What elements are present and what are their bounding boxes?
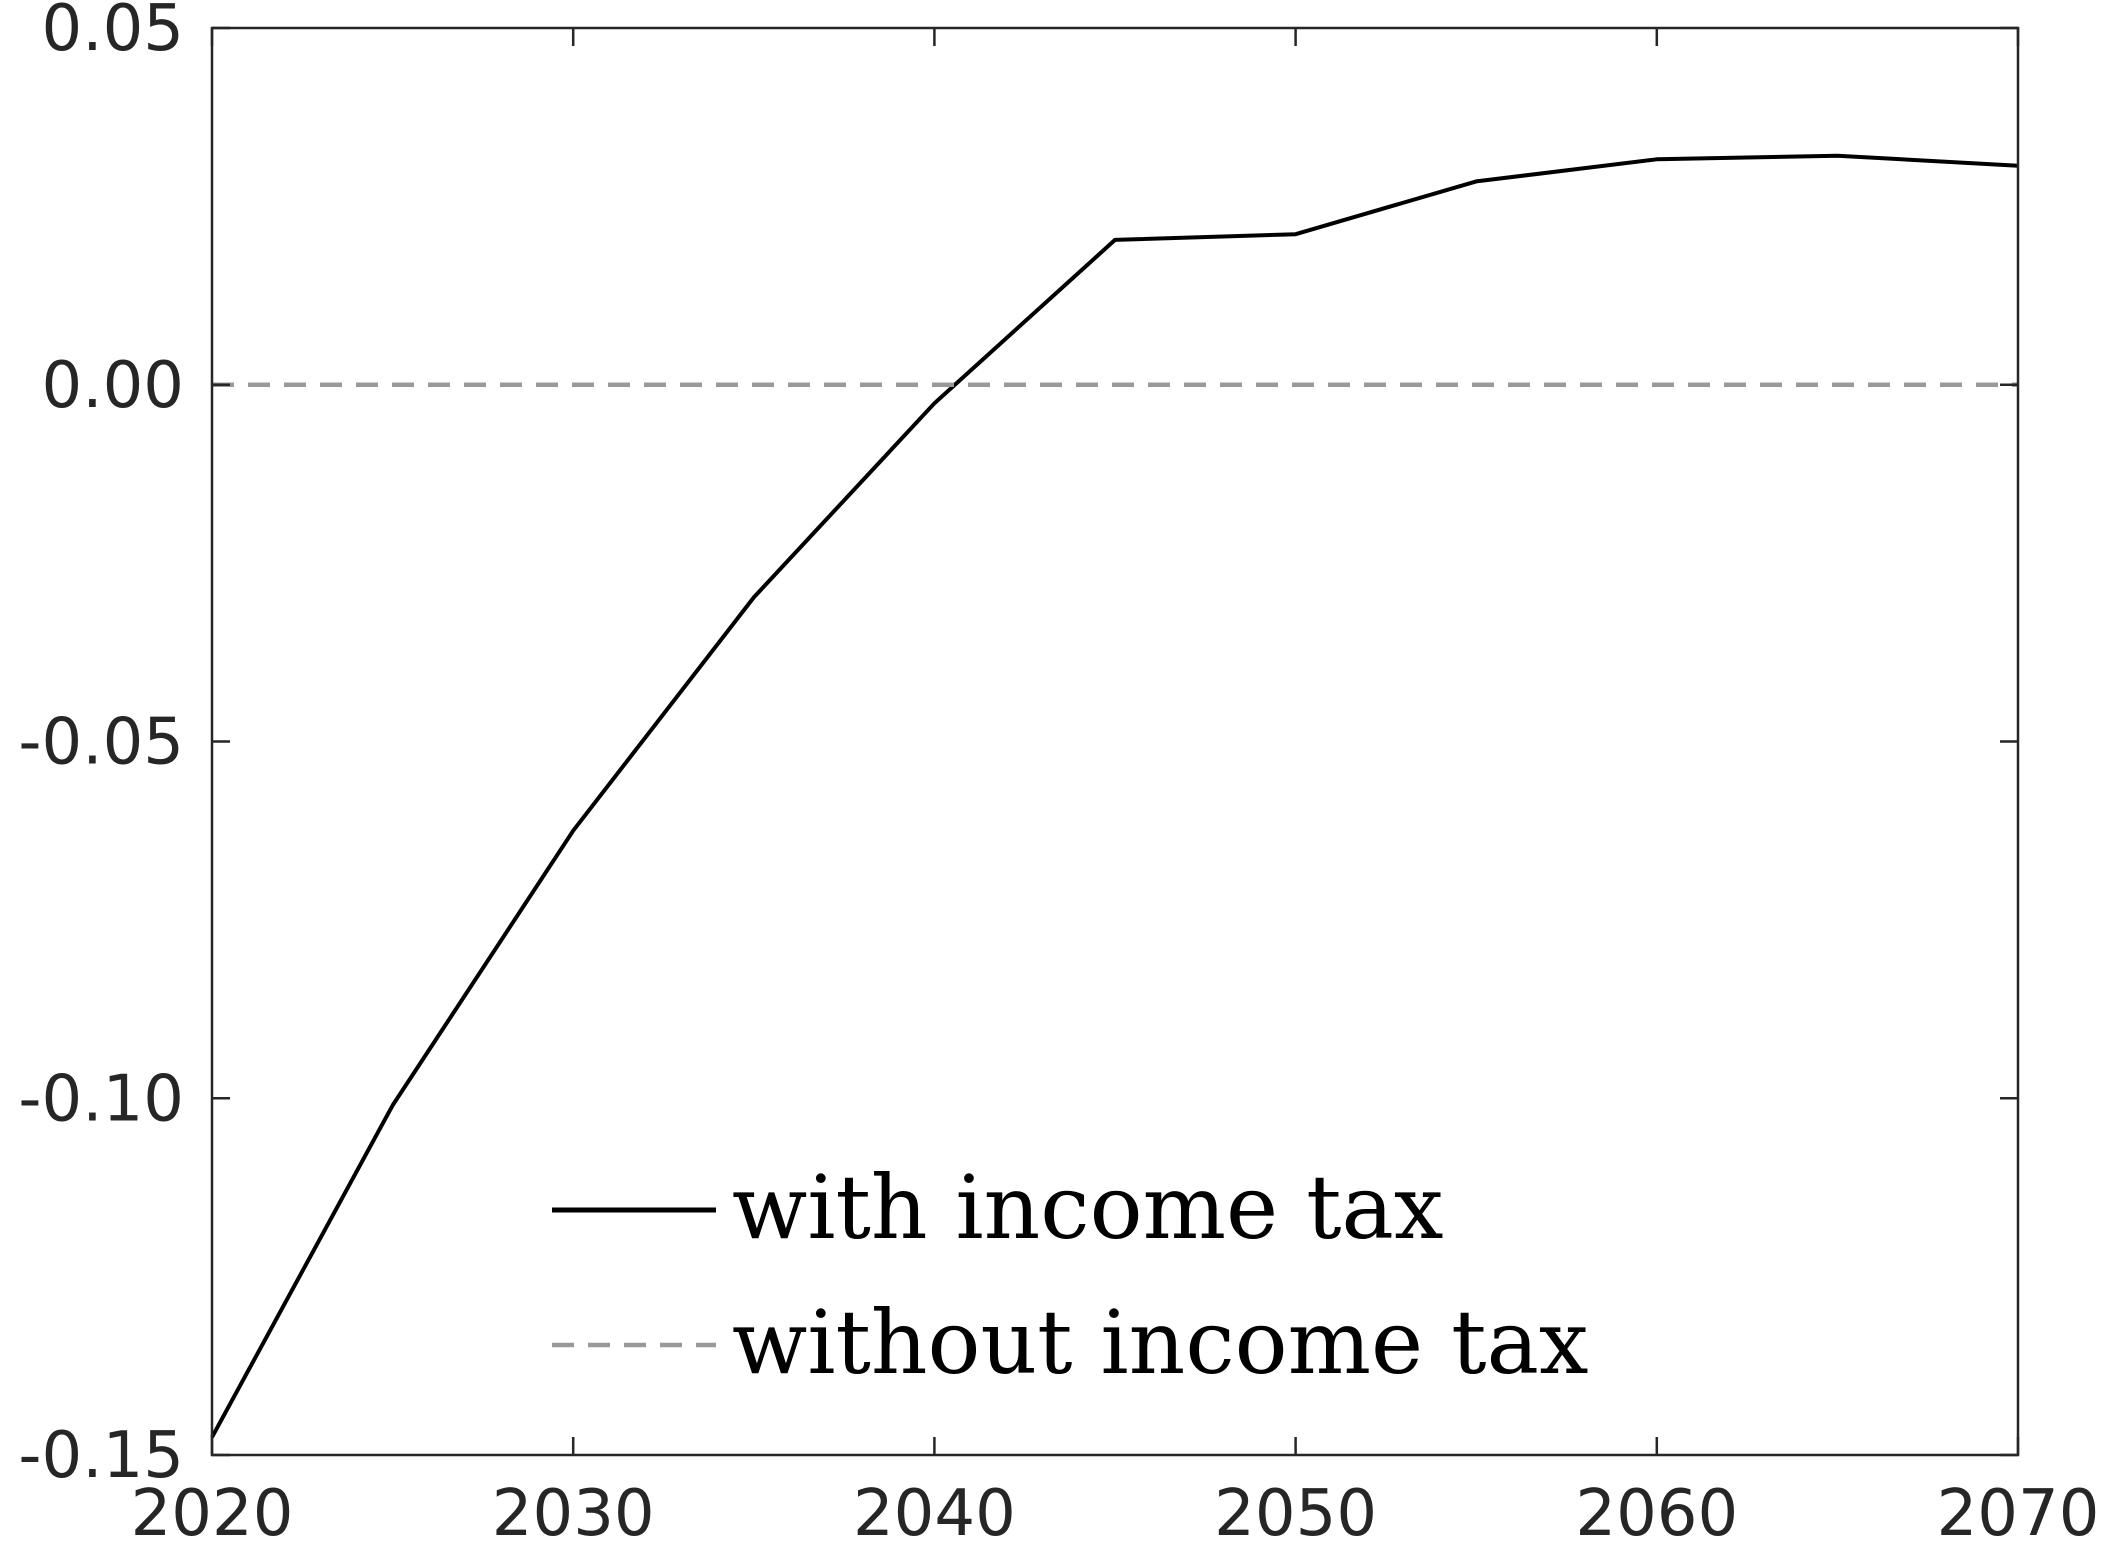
axes: 2020 2030 2040 2050 2060 2070 -0.15 -0.10 -0.05 0… — [18, 0, 2099, 1551]
x-tick-label: 2020 — [131, 1477, 294, 1551]
y-tick-label: -0.15 — [18, 1419, 184, 1493]
x-tick-label: 2030 — [492, 1477, 655, 1551]
legend-label-2: without income tax — [732, 1291, 1589, 1394]
y-tick-label: 0.05 — [42, 0, 185, 66]
y-tick-label: -0.05 — [18, 706, 184, 780]
y-tick-label: 0.00 — [42, 349, 185, 423]
x-tick-label: 2060 — [1575, 1477, 1738, 1551]
series-line-1 — [210, 153, 2019, 1439]
x-tick-label: 2070 — [1937, 1477, 2100, 1551]
y-tick-label: -0.10 — [18, 1062, 184, 1136]
legend: with income tax without income tax — [552, 1156, 1589, 1394]
x-tick-label: 2050 — [1214, 1477, 1377, 1551]
x-tick-label: 2040 — [853, 1477, 1016, 1551]
plot-area — [210, 153, 2019, 1439]
legend-label-1: with income tax — [732, 1156, 1444, 1259]
